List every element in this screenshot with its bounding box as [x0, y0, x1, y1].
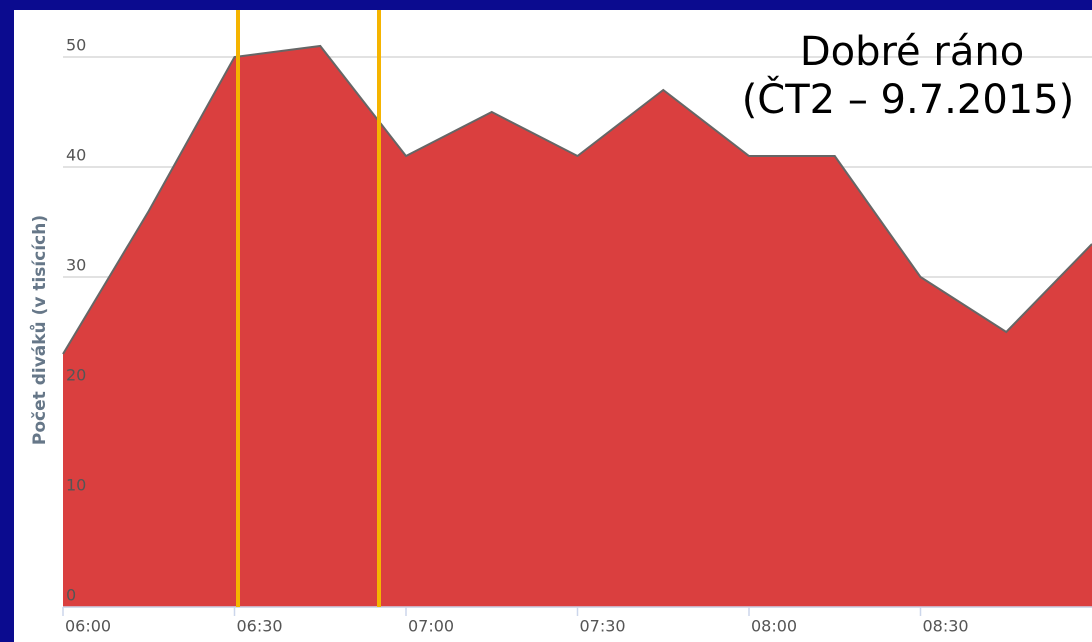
x-tick-label: 08:30 [923, 617, 969, 636]
x-tick-label: 06:30 [237, 617, 283, 636]
y-tick-label: 0 [66, 586, 76, 605]
y-axis-label: Počet diváků (v tisících) [28, 215, 50, 445]
x-tick-label: 07:30 [580, 617, 626, 636]
x-tick-label: 08:00 [751, 617, 797, 636]
area-line [62, 44, 1092, 355]
y-tick-label: 10 [66, 476, 86, 495]
y-tick-label: 40 [66, 146, 86, 165]
chart-title: Dobré ráno [800, 29, 1024, 75]
plot: 0 10 20 30 40 50 06:00 06:30 07:00 07:30 08:00 08:3… [62, 36, 1092, 636]
area [63, 46, 1092, 607]
y-tick-label: 50 [66, 36, 86, 55]
x-tick-label: 07:00 [408, 617, 454, 636]
x-tick-label: 06:00 [65, 617, 111, 636]
chart-subtitle: (ČT2 – 9.7.2015) [742, 75, 1075, 123]
y-tick-label: 20 [66, 366, 86, 385]
y-tick-label: 30 [66, 256, 86, 275]
